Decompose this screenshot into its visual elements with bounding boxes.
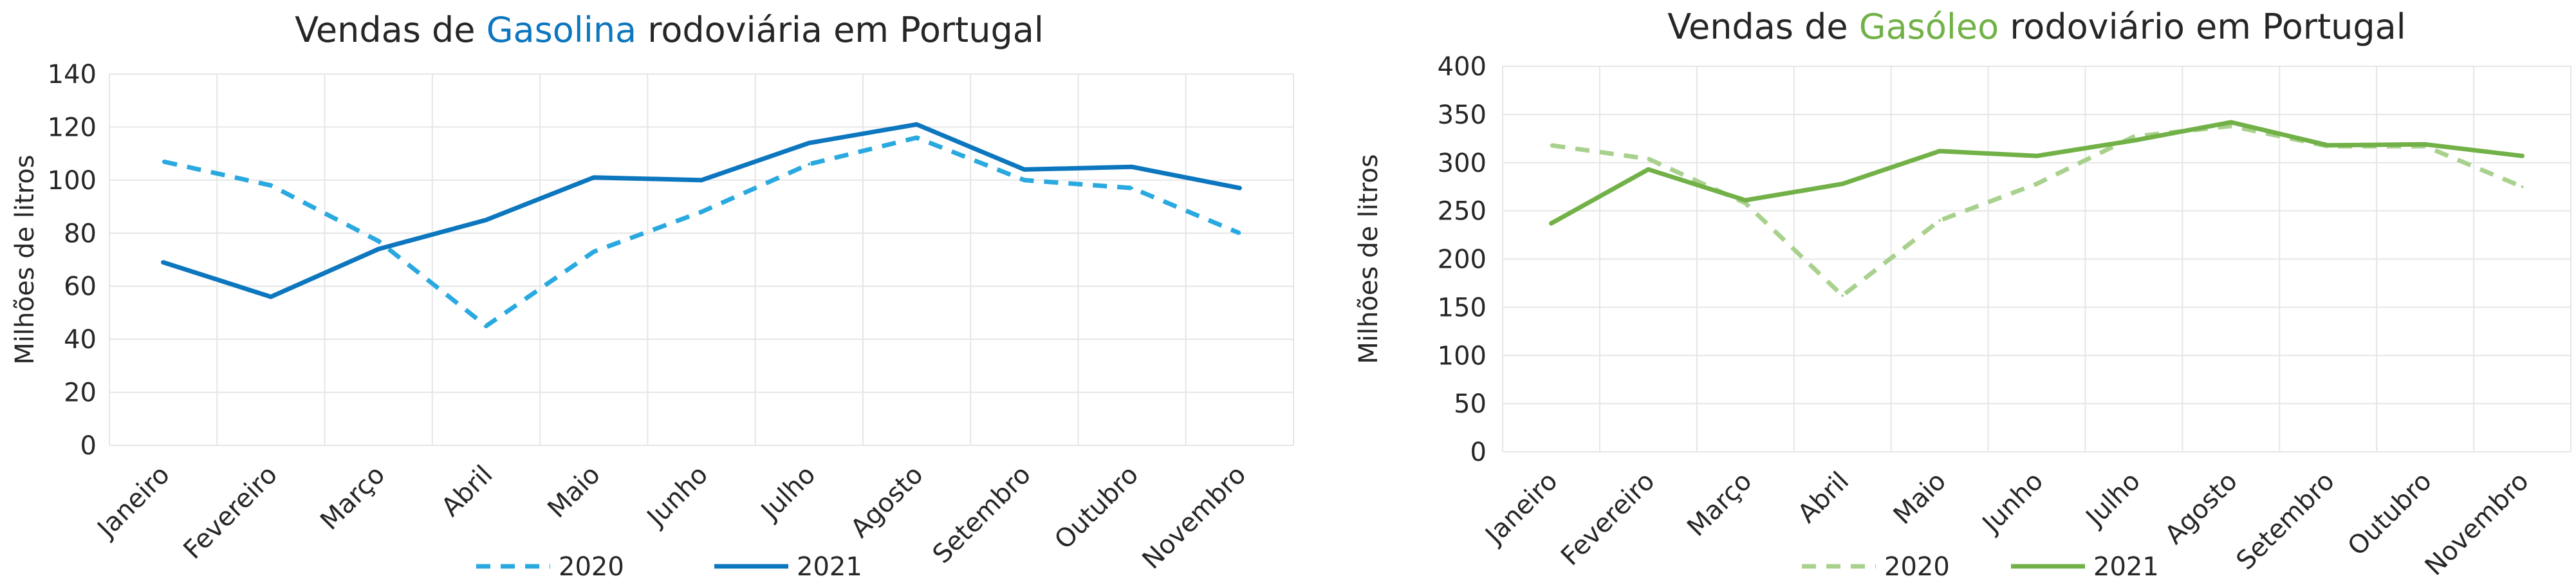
x-tick-label: Agosto bbox=[845, 460, 929, 544]
data-point-2021 bbox=[2132, 139, 2135, 142]
data-point-2021 bbox=[1647, 168, 1650, 171]
chart-1: Vendas de Gasolina rodoviária em Portuga… bbox=[10, 10, 1294, 582]
legend-label-2020: 2020 bbox=[559, 552, 624, 582]
legend-label-2020: 2020 bbox=[1884, 552, 1950, 582]
y-tick-label: 120 bbox=[48, 113, 97, 142]
data-point-2021 bbox=[700, 178, 703, 181]
x-tick-label: Maio bbox=[1888, 467, 1952, 530]
chart-title-part: Vendas de bbox=[295, 10, 486, 50]
data-point-2021 bbox=[269, 295, 272, 299]
y-tick-label: 0 bbox=[1470, 438, 1487, 467]
y-tick-label: 100 bbox=[1438, 341, 1487, 371]
data-point-2020 bbox=[485, 324, 488, 328]
data-point-2020 bbox=[2035, 182, 2038, 185]
data-point-2021 bbox=[2521, 154, 2524, 158]
data-point-2021 bbox=[1550, 222, 1553, 225]
data-point-2021 bbox=[1238, 187, 1241, 190]
data-point-2020 bbox=[377, 239, 380, 243]
data-point-2020 bbox=[2229, 124, 2232, 127]
x-tick-label: Setembro bbox=[927, 460, 1037, 570]
y-axis-label: Milhões de litros bbox=[10, 154, 40, 364]
data-point-2020 bbox=[1647, 157, 1650, 160]
chart-title-part: Vendas de bbox=[1667, 6, 1859, 47]
x-tick-label: Novembro bbox=[1136, 460, 1252, 575]
chart-title-part: rodoviário em Portugal bbox=[1999, 6, 2406, 47]
y-tick-label: 60 bbox=[64, 272, 97, 302]
x-tick-label: Fevereiro bbox=[178, 460, 283, 565]
data-point-2020 bbox=[1744, 201, 1747, 205]
y-tick-label: 200 bbox=[1438, 245, 1487, 275]
y-tick-label: 0 bbox=[80, 431, 97, 461]
x-tick-label: Junho bbox=[1976, 467, 2049, 540]
chart-2: Vendas de Gasóleo rodoviário em Portugal… bbox=[1354, 6, 2571, 582]
x-tick-label: Agosto bbox=[2160, 467, 2243, 550]
data-point-2021 bbox=[2423, 143, 2427, 146]
x-tick-label: Julho bbox=[754, 460, 821, 527]
x-tick-label: Julho bbox=[2079, 467, 2146, 534]
chart-title-part: rodoviária em Portugal bbox=[636, 10, 1044, 50]
y-tick-label: 300 bbox=[1438, 149, 1487, 178]
data-point-2021 bbox=[2326, 144, 2330, 147]
data-point-2020 bbox=[1023, 178, 1026, 181]
y-tick-label: 350 bbox=[1438, 100, 1487, 130]
data-point-2020 bbox=[1550, 144, 1553, 147]
x-tick-label: Outubro bbox=[1049, 460, 1144, 555]
data-point-2020 bbox=[915, 136, 918, 139]
chart-title: Vendas de Gasolina rodoviária em Portuga… bbox=[295, 10, 1044, 50]
data-point-2021 bbox=[1131, 165, 1134, 169]
y-tick-label: 250 bbox=[1438, 197, 1487, 227]
data-point-2021 bbox=[1938, 149, 1941, 153]
data-point-2020 bbox=[808, 163, 811, 166]
x-tick-label: Março bbox=[1682, 467, 1757, 543]
data-point-2020 bbox=[1238, 232, 1241, 235]
data-point-2021 bbox=[2229, 120, 2232, 124]
data-point-2021 bbox=[808, 142, 811, 145]
x-tick-label: Novembro bbox=[2420, 467, 2535, 582]
x-tick-label: Março bbox=[315, 460, 391, 536]
data-point-2021 bbox=[592, 176, 595, 179]
data-point-2021 bbox=[1841, 182, 1844, 185]
x-tick-label: Setembro bbox=[2231, 467, 2340, 576]
y-tick-label: 400 bbox=[1438, 52, 1487, 82]
x-tick-label: Outubro bbox=[2342, 467, 2438, 562]
y-tick-label: 80 bbox=[64, 219, 97, 248]
data-point-2021 bbox=[485, 218, 488, 221]
chart-title-part: Gasóleo bbox=[1859, 6, 1999, 47]
data-point-2020 bbox=[2132, 135, 2135, 138]
x-tick-label: Abril bbox=[1792, 467, 1855, 529]
x-tick-label: Maio bbox=[542, 460, 606, 524]
data-point-2021 bbox=[915, 123, 918, 126]
data-point-2020 bbox=[700, 210, 703, 214]
data-point-2021 bbox=[377, 248, 380, 251]
x-tick-label: Fevereiro bbox=[1555, 467, 1660, 571]
chart-title-part: Gasolina bbox=[486, 10, 636, 50]
chart-title: Vendas de Gasóleo rodoviário em Portugal bbox=[1667, 6, 2406, 47]
data-point-2020 bbox=[162, 160, 165, 163]
data-point-2020 bbox=[2521, 185, 2524, 189]
x-tick-label: Abril bbox=[436, 460, 498, 523]
x-tick-label: Junho bbox=[640, 460, 714, 534]
legend-label-2021: 2021 bbox=[797, 552, 862, 582]
data-point-2020 bbox=[1841, 294, 1844, 297]
y-tick-label: 50 bbox=[1454, 389, 1487, 419]
y-tick-label: 140 bbox=[48, 60, 97, 89]
data-point-2021 bbox=[2035, 154, 2038, 158]
data-point-2021 bbox=[1023, 168, 1026, 171]
y-tick-label: 150 bbox=[1438, 293, 1487, 322]
y-tick-label: 100 bbox=[48, 166, 97, 196]
data-point-2021 bbox=[1744, 199, 1747, 202]
data-point-2020 bbox=[1131, 187, 1134, 190]
y-tick-label: 20 bbox=[64, 378, 97, 408]
data-point-2020 bbox=[1938, 219, 1941, 222]
legend-label-2021: 2021 bbox=[2093, 552, 2159, 582]
data-point-2020 bbox=[269, 184, 272, 187]
x-tick-label: Janeiro bbox=[91, 460, 176, 545]
y-axis-label: Milhões de litros bbox=[1354, 154, 1384, 364]
x-tick-label: Janeiro bbox=[1479, 467, 1564, 552]
data-point-2021 bbox=[162, 261, 165, 264]
data-point-2020 bbox=[592, 250, 595, 254]
y-tick-label: 40 bbox=[64, 325, 97, 355]
